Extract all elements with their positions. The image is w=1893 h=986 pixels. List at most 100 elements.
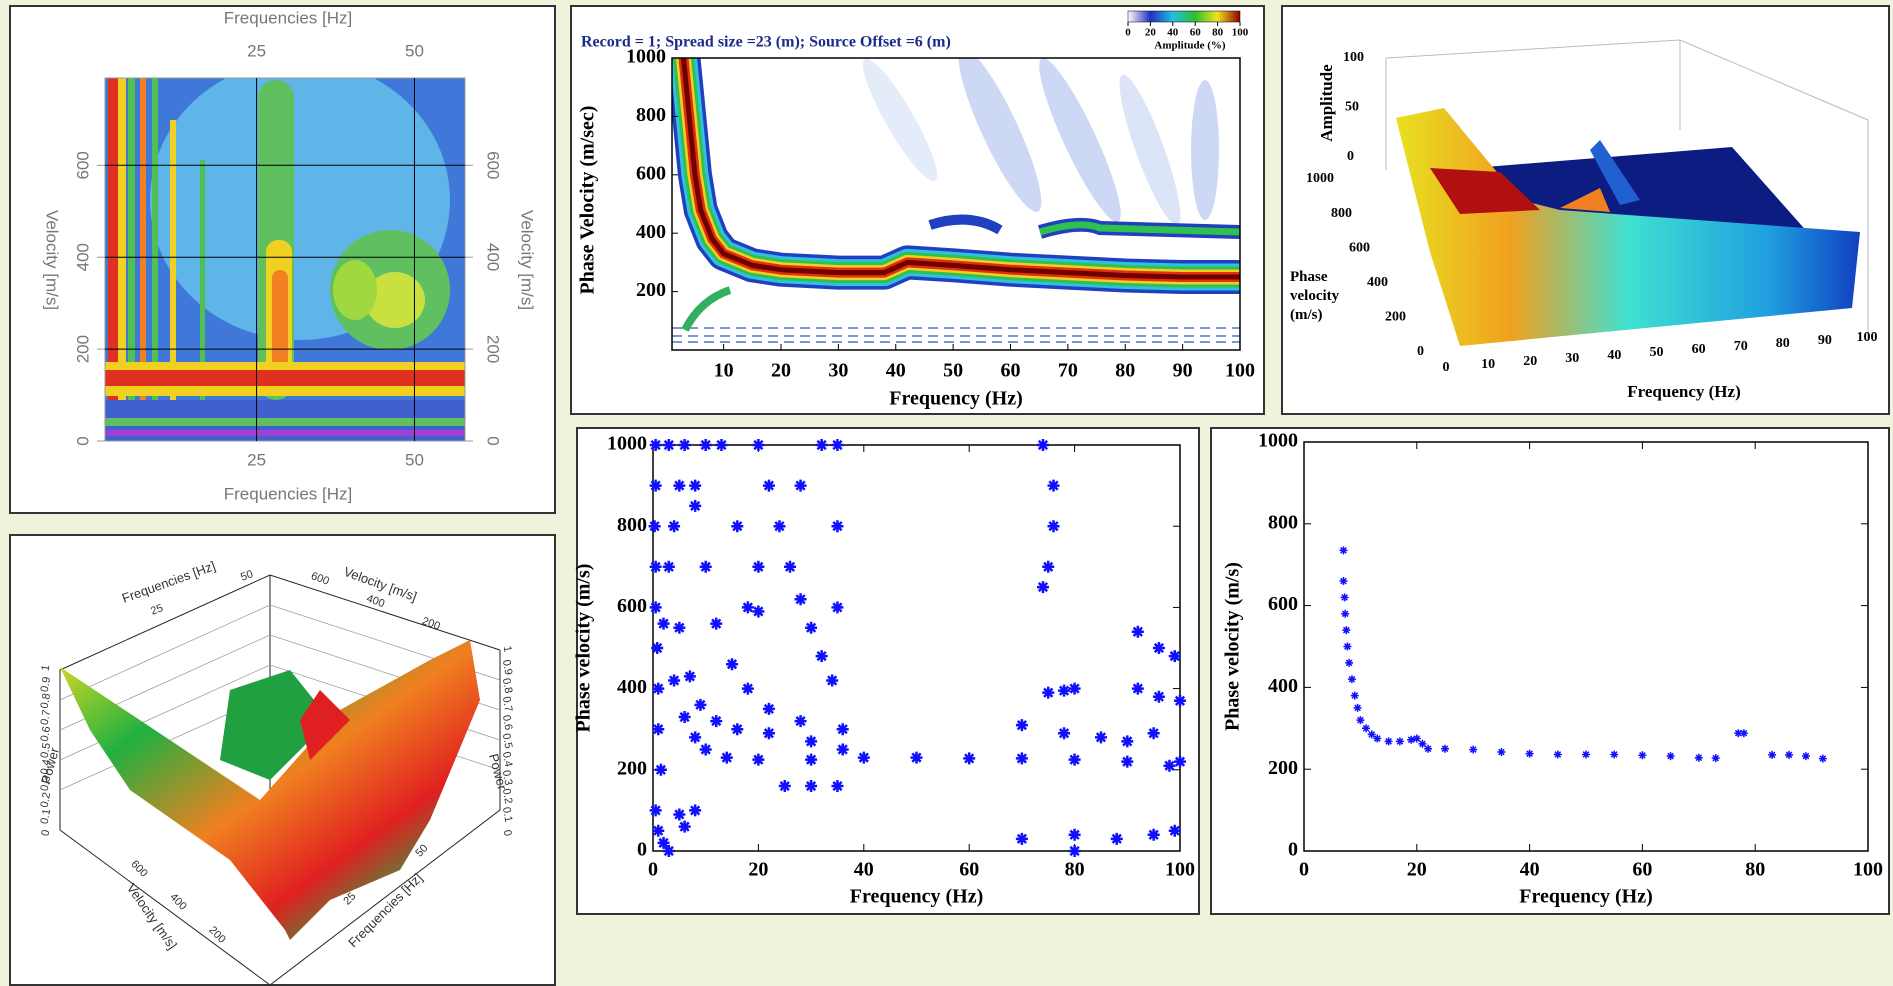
z-tick-label: 0.3 — [500, 769, 514, 786]
marker — [1058, 727, 1071, 740]
marker — [1343, 642, 1352, 651]
decor — [672, 327, 1240, 343]
marker — [1553, 750, 1562, 759]
z-tick-label: 0.9 — [500, 659, 514, 676]
marker — [794, 479, 807, 492]
marker — [1384, 737, 1393, 746]
colorbar-tick-label: 80 — [1212, 27, 1224, 39]
marker — [1525, 749, 1534, 758]
chart-title: Record = 1; Spread size =23 (m); Source … — [581, 34, 951, 51]
x-tick-label: 50 — [405, 41, 424, 60]
y-tick-label: 1000 — [1258, 430, 1298, 452]
y-tick-label: 400 — [484, 243, 503, 271]
z-tick-label: 50 — [1345, 100, 1359, 115]
z-tick-label: 0.4 — [39, 758, 53, 775]
marker — [910, 751, 923, 764]
marker — [673, 621, 686, 634]
marker — [648, 520, 661, 533]
marker — [1666, 752, 1675, 761]
marker — [1441, 744, 1449, 753]
marker — [1818, 754, 1827, 763]
x-tick-label: 10 — [714, 360, 734, 382]
x-tick-label: 20 — [771, 360, 791, 382]
marker — [831, 601, 844, 614]
marker — [1147, 727, 1160, 740]
marker — [689, 479, 702, 492]
decor — [928, 214, 1003, 235]
y-tick-label: 600 — [617, 595, 647, 617]
decor — [333, 260, 377, 320]
y-tick-label: 200 — [73, 335, 92, 363]
marker — [731, 520, 744, 533]
colorbar — [1127, 10, 1241, 23]
y-axis-label: Phase Velocity (m/sec) — [577, 106, 599, 295]
marker — [1418, 739, 1427, 748]
x-tick-label: 50 — [405, 450, 424, 469]
x-axis-label: Frequency (Hz) — [1627, 382, 1740, 401]
x-tick-label: 0 — [1443, 360, 1450, 375]
x-tick-label: 100 — [1165, 859, 1195, 881]
z-tick-label: 0.2 — [39, 791, 53, 808]
decor — [1430, 168, 1540, 214]
y-tick-label: 1000 — [1306, 171, 1334, 186]
contour-fill — [105, 78, 465, 441]
marker — [1068, 845, 1081, 857]
y-tick-label: 400 — [636, 221, 666, 243]
marker — [1694, 753, 1703, 762]
y-tick-label: 600 — [309, 570, 330, 588]
marker — [662, 845, 675, 857]
marker — [689, 731, 702, 744]
y-tick-label: 800 — [1331, 206, 1352, 221]
marker — [784, 560, 797, 573]
decor — [152, 78, 158, 441]
y-tick-label: 600 — [73, 151, 92, 179]
marker — [762, 702, 775, 715]
marker — [1497, 748, 1506, 757]
marker — [857, 751, 870, 764]
marker — [668, 674, 681, 687]
marker — [752, 753, 765, 766]
marker — [662, 560, 675, 573]
z-tick-label: 0.7 — [39, 709, 53, 726]
z-tick-label: 0.4 — [500, 751, 514, 768]
marker — [794, 715, 807, 728]
decor — [1560, 188, 1610, 212]
x-tick-label: 60 — [1001, 360, 1021, 382]
x-tick-label: 50 — [239, 568, 255, 583]
marker — [831, 439, 844, 451]
z-tick-label: 1 — [501, 645, 514, 653]
marker — [649, 479, 662, 492]
x-tick-label: 50 — [1650, 345, 1664, 360]
marker — [1068, 682, 1081, 695]
marker — [649, 804, 662, 817]
marker — [1711, 754, 1720, 763]
decor — [681, 286, 732, 332]
marker — [1350, 691, 1359, 700]
x-tick-label: 80 — [1065, 859, 1085, 881]
marker — [710, 617, 723, 630]
decor — [170, 120, 176, 440]
decor — [200, 160, 205, 440]
y-tick-label: 0 — [637, 839, 647, 861]
decor — [1119, 74, 1181, 226]
decor — [220, 670, 330, 780]
y-tick-label: 200 — [484, 335, 503, 363]
marker — [1785, 750, 1794, 759]
z-tick-label: 0.2 — [500, 788, 514, 805]
colorbar-label: Amplitude (%) — [1154, 40, 1226, 52]
decor — [60, 640, 480, 940]
y-tick-label: 200 — [1385, 310, 1406, 325]
marker — [794, 593, 807, 606]
marker — [1339, 577, 1348, 586]
marker — [778, 780, 791, 793]
x-tick-label: 25 — [247, 41, 266, 60]
panel — [1210, 427, 1890, 915]
marker — [1047, 479, 1060, 492]
marker — [1610, 750, 1619, 759]
z-tick-label: 100 — [1343, 50, 1364, 65]
y-tick-label: 1000 — [626, 46, 666, 68]
marker — [715, 439, 728, 451]
x-tick-label: 80 — [1776, 336, 1790, 351]
